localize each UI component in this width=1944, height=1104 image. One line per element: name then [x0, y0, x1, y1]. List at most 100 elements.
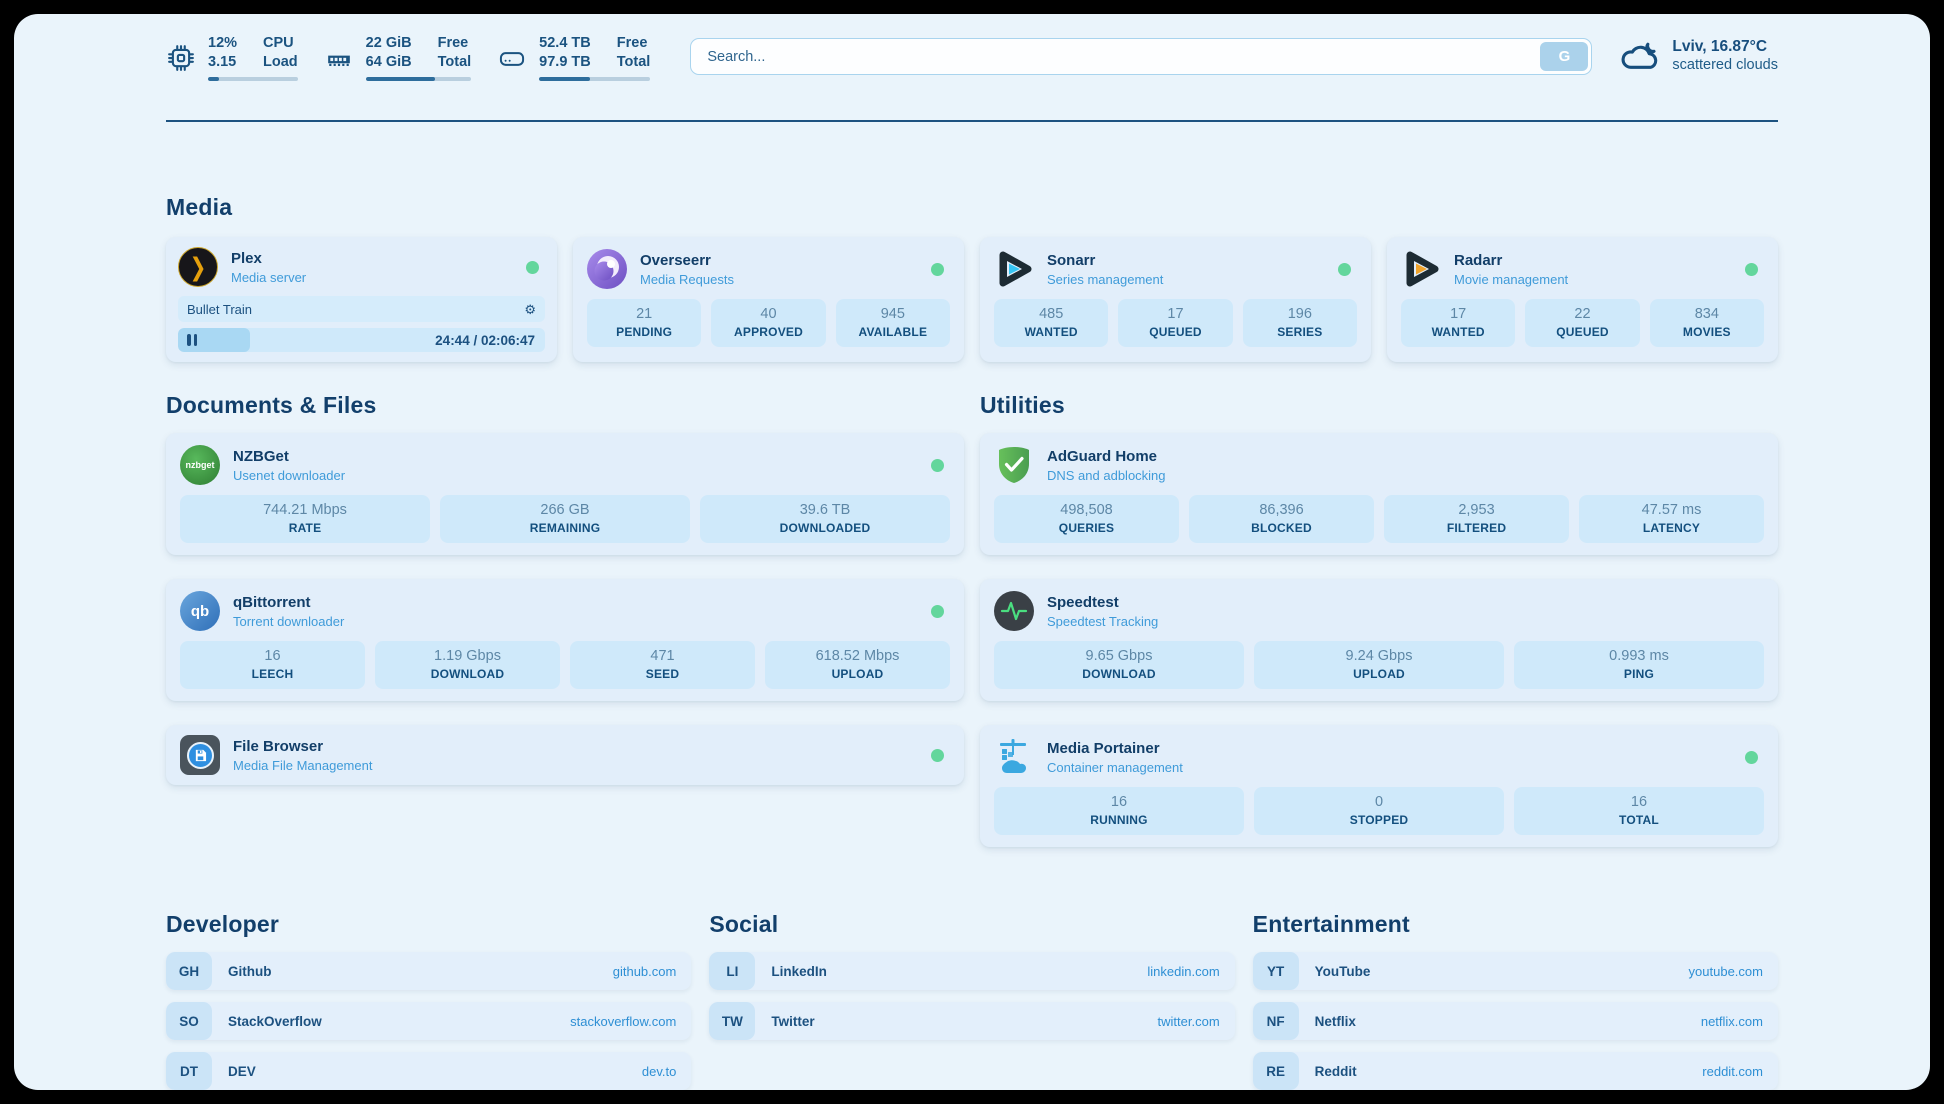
status-dot	[1745, 750, 1758, 764]
bookmark-url[interactable]: reddit.com	[1702, 1063, 1763, 1079]
status-dot	[931, 748, 944, 762]
stat-running: 16 RUNNING	[994, 787, 1244, 835]
bookmark-stackoverflow[interactable]: SO StackOverflow stackoverflow.com	[166, 1002, 692, 1040]
memory-label-top: Free	[437, 35, 469, 51]
bookmark-url[interactable]: linkedin.com	[1147, 963, 1220, 979]
app-card-speedtest[interactable]: Speedtest Speedtest Tracking 9.65 Gbps DO…	[980, 579, 1778, 701]
portainer-icon	[1000, 739, 1026, 773]
bookmark-name: Twitter	[771, 1013, 815, 1029]
cpu-label-bottom: Load	[263, 54, 298, 70]
nzbget-icon: nzbget	[180, 445, 220, 485]
memory-widget: 22 GiB Free 64 GiB Total	[324, 34, 472, 81]
app-name: Speedtest	[1047, 593, 1119, 611]
stat-movies: 834 MOVIES	[1649, 299, 1764, 347]
cpu-widget: 12% CPU 3.15 Load	[166, 34, 298, 81]
bookmark-badge: SO	[166, 1002, 212, 1040]
gear-icon[interactable]: ⚙	[524, 301, 536, 317]
dashboard-panel: 12% CPU 3.15 Load 22 GiB	[14, 14, 1930, 1090]
app-card-overseerr[interactable]: Overseerr Media Requests 21 PENDING 40 APP…	[573, 237, 964, 362]
bookmark-badge: YT	[1252, 952, 1299, 990]
section-title-social: Social	[709, 911, 779, 937]
utilities-column: Utilities	[980, 392, 1778, 847]
bookmark-reddit[interactable]: RE Reddit reddit.com	[1252, 1052, 1778, 1090]
stat-queries: 498,508 QUERIES	[994, 495, 1179, 543]
stat-total: 16 TOTAL	[1514, 787, 1764, 835]
bookmark-url[interactable]: twitter.com	[1157, 1013, 1220, 1029]
stat-wanted: 485 WANTED	[994, 299, 1109, 347]
bookmark-netflix[interactable]: NF Netflix netflix.com	[1252, 1002, 1778, 1040]
bookmark-url[interactable]: stackoverflow.com	[570, 1013, 677, 1029]
bookmark-youtube[interactable]: YT YouTube youtube.com	[1252, 952, 1778, 990]
search-bar: G	[690, 38, 1593, 75]
bookmark-url[interactable]: github.com	[612, 963, 677, 979]
bookmark-twitter[interactable]: TW Twitter twitter.com	[709, 1002, 1235, 1040]
bookmark-name: Netflix	[1314, 1013, 1356, 1029]
bookmark-column-developer: Developer GH Github github.com SO StackO…	[166, 911, 692, 1090]
disk-label-top: Free	[616, 35, 648, 51]
bookmark-badge: DT	[166, 1052, 212, 1090]
stat-pending: 21 PENDING	[587, 299, 702, 347]
overseerr-icon	[587, 249, 627, 289]
bookmark-column-social: Social LI LinkedIn linkedin.com TW Twitt…	[709, 911, 1235, 1090]
bookmark-name: Github	[228, 963, 272, 979]
app-card-plex[interactable]: ❯ Plex Media server Bullet Train ⚙ 24:44…	[166, 237, 557, 362]
speedtest-icon	[994, 591, 1034, 631]
app-card-sonarr[interactable]: Sonarr Series management 485 WANTED 17 QUE…	[980, 237, 1371, 362]
app-subtitle: DNS and adblocking	[1047, 467, 1166, 483]
cpu-progress-bar	[208, 77, 298, 81]
status-dot	[526, 260, 539, 274]
stat-upload: 9.24 Gbps UPLOAD	[1254, 641, 1504, 689]
section-title-media: Media	[166, 194, 233, 220]
app-name: Media Portainer	[1047, 739, 1160, 757]
bookmark-github[interactable]: GH Github github.com	[166, 952, 692, 990]
stat-rate: 744.21 Mbps RATE	[180, 495, 430, 543]
section-title-documents: Documents & Files	[166, 392, 377, 418]
adguard-icon	[999, 447, 1029, 483]
app-subtitle: Speedtest Tracking	[1047, 613, 1159, 629]
disk-total-value: 97.9 TB	[539, 54, 591, 70]
app-name: NZBGet	[233, 447, 289, 465]
documents-column: Documents & Files nzbget NZBGet Usenet d…	[166, 392, 964, 785]
playback-progress-bar[interactable]: 24:44 / 02:06:47	[178, 328, 545, 352]
app-card-filebrowser[interactable]: File Browser Media File Management	[166, 725, 964, 785]
app-card-qbittorrent[interactable]: qb qBittorrent Torrent downloader 16 LEEC…	[166, 579, 964, 701]
app-card-nzbget[interactable]: nzbget NZBGet Usenet downloader 744.21 M…	[166, 433, 964, 555]
app-name: AdGuard Home	[1047, 447, 1158, 465]
stat-wanted: 17 WANTED	[1401, 299, 1516, 347]
search-input[interactable]	[690, 38, 1593, 75]
app-card-portainer[interactable]: Media Portainer Container management 16 R…	[980, 725, 1778, 847]
app-subtitle: Media server	[231, 269, 307, 285]
bookmark-url[interactable]: dev.to	[641, 1063, 677, 1079]
disk-label-bottom: Total	[616, 54, 651, 70]
status-dot	[931, 604, 944, 618]
filebrowser-icon	[180, 735, 220, 775]
search-engine-button[interactable]: G	[1540, 42, 1589, 71]
stat-ping: 0.993 ms PING	[1514, 641, 1764, 689]
plex-icon: ❯	[178, 247, 218, 287]
bookmark-badge: LI	[709, 952, 756, 990]
bookmark-url[interactable]: netflix.com	[1700, 1013, 1763, 1029]
section-title-entertainment: Entertainment	[1252, 911, 1410, 937]
pause-icon[interactable]	[187, 334, 197, 346]
app-name: qBittorrent	[233, 593, 311, 611]
sonarr-icon	[999, 251, 1032, 287]
stat-seed: 471 SEED	[570, 641, 755, 689]
cpu-load-value: 3.15	[208, 54, 237, 70]
bookmark-name: LinkedIn	[771, 963, 827, 979]
app-name: Plex	[231, 249, 262, 267]
status-dot	[1338, 262, 1351, 276]
app-card-adguard[interactable]: AdGuard Home DNS and adblocking 498,508 Q…	[980, 433, 1778, 555]
section-title-utilities: Utilities	[980, 392, 1065, 418]
status-dot	[931, 262, 944, 276]
app-card-radarr[interactable]: Radarr Movie management 17 WANTED 22 QUEUE…	[1387, 237, 1778, 362]
bookmark-dev[interactable]: DT DEV dev.to	[166, 1052, 692, 1090]
ram-icon	[327, 55, 350, 66]
bookmark-badge: RE	[1252, 1052, 1299, 1090]
stat-leech: 16 LEECH	[180, 641, 365, 689]
bookmark-url[interactable]: youtube.com	[1688, 963, 1763, 979]
weather-condition: scattered clouds	[1672, 57, 1778, 73]
stat-downloaded: 39.6 TB DOWNLOADED	[700, 495, 950, 543]
memory-progress-bar	[365, 77, 472, 81]
bookmark-name: DEV	[228, 1063, 256, 1079]
bookmark-linkedin[interactable]: LI LinkedIn linkedin.com	[709, 952, 1235, 990]
